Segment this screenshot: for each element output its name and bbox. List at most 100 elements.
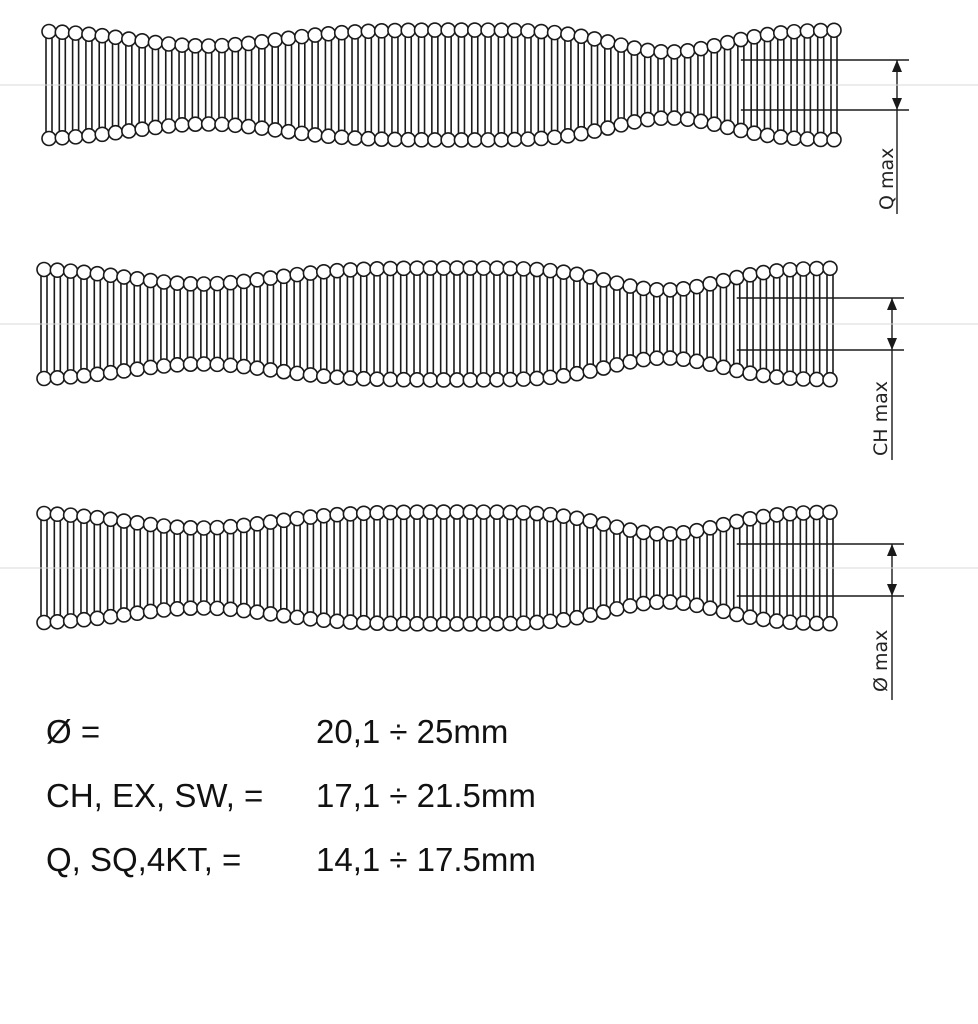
coil-loop [755, 264, 772, 281]
coil-loop [387, 22, 403, 39]
coil-loop [329, 262, 345, 279]
coil-loop [89, 509, 106, 526]
coil-loop [662, 282, 678, 298]
coil-loop [174, 117, 190, 133]
coil-loop [62, 613, 79, 629]
coil-loop [733, 122, 749, 139]
coil-loop [688, 278, 705, 295]
coil-loop [675, 351, 692, 367]
coil-loop [812, 131, 829, 148]
coil-loop [475, 260, 492, 276]
coil-loop [542, 262, 559, 279]
coil-loop [302, 265, 319, 281]
coil-loop [102, 364, 119, 381]
coil-loop [622, 598, 638, 614]
coil-loop [702, 276, 718, 292]
coil-loop [209, 600, 225, 617]
coil-loop [600, 120, 616, 136]
coil-loop [493, 22, 510, 39]
coil-loop [236, 517, 252, 534]
coil-loop [609, 275, 625, 291]
coil-loop [289, 510, 305, 527]
coil-loop [355, 261, 372, 278]
coil-loop [275, 363, 292, 380]
coil-loop [373, 131, 390, 147]
coil-loop [41, 23, 57, 40]
coil-loop [249, 604, 265, 620]
coil-loop [706, 116, 723, 132]
spring-diagram-dia [0, 504, 978, 700]
coil-loop [76, 611, 92, 628]
coil-loop [795, 261, 812, 277]
coil-loop [293, 125, 310, 142]
coil-loop [182, 600, 199, 616]
coil-loop [395, 504, 412, 521]
coil-loop [395, 371, 412, 388]
coil-loop [719, 119, 736, 136]
coil-loop [782, 614, 798, 631]
coil-loop [529, 505, 545, 522]
coil-loop [440, 132, 456, 148]
coil-loop [382, 260, 399, 277]
coil-loop [187, 116, 204, 132]
coil-loop [76, 367, 92, 384]
coil-loop [502, 504, 519, 521]
coil-loop [156, 358, 172, 374]
coil-loop [639, 111, 656, 128]
coil-loop [595, 360, 612, 376]
dimension-dia: Ø max [870, 630, 892, 692]
coil-loop [413, 22, 430, 38]
coil-loop [462, 616, 479, 632]
coil-loop [475, 372, 492, 388]
coil-loop [107, 29, 124, 46]
coil-loop [333, 24, 350, 41]
coil-loop [182, 356, 199, 372]
coil-loop [715, 516, 732, 533]
coil-loop [799, 23, 816, 39]
coil-loop [649, 281, 665, 298]
coil-loop [586, 31, 603, 47]
coil-loop [94, 126, 111, 143]
coil-loop [409, 372, 425, 388]
coil-loop [240, 35, 257, 52]
coil-loop [36, 614, 52, 631]
coil-loop [49, 262, 66, 279]
coil-loop [400, 131, 417, 148]
coil-loop [222, 518, 239, 535]
coil-loop [728, 362, 745, 379]
coil-loop [347, 130, 363, 146]
coil-loop [307, 27, 323, 43]
coil-loop [81, 26, 97, 43]
spec-row-ch: CH, EX, SW, = 17,1 ÷ 21.5mm [46, 770, 746, 834]
coil-loop [342, 262, 359, 278]
coil-loop [822, 260, 838, 277]
coil-loop [320, 128, 337, 145]
coil-loop [480, 22, 496, 38]
coil-loop [772, 25, 789, 41]
coil-loop [746, 29, 762, 45]
coil-loop [200, 38, 217, 54]
coil-loop [786, 23, 802, 40]
spring-diagram-q [0, 22, 978, 214]
coil-loop [142, 603, 159, 620]
coil-loop [666, 44, 683, 60]
coil-loop [600, 34, 616, 50]
coil-loop [569, 609, 585, 626]
coil-loop [808, 260, 825, 277]
coil-loop [746, 125, 762, 141]
coil-loop [768, 507, 785, 523]
coil-loop [693, 113, 709, 130]
coil-loop [493, 131, 510, 148]
coil-loop [267, 122, 283, 138]
coil-loop [196, 356, 212, 372]
coil-loop [569, 365, 585, 382]
coil-loop [293, 28, 310, 45]
coil-loop [262, 362, 279, 378]
coil-loop [409, 616, 425, 632]
coil-loop [129, 271, 146, 287]
coil-loop [249, 272, 265, 288]
coil-loop [595, 272, 612, 288]
coil-loop [307, 127, 323, 143]
coil-loop [639, 42, 656, 59]
coil-loop [89, 265, 106, 282]
